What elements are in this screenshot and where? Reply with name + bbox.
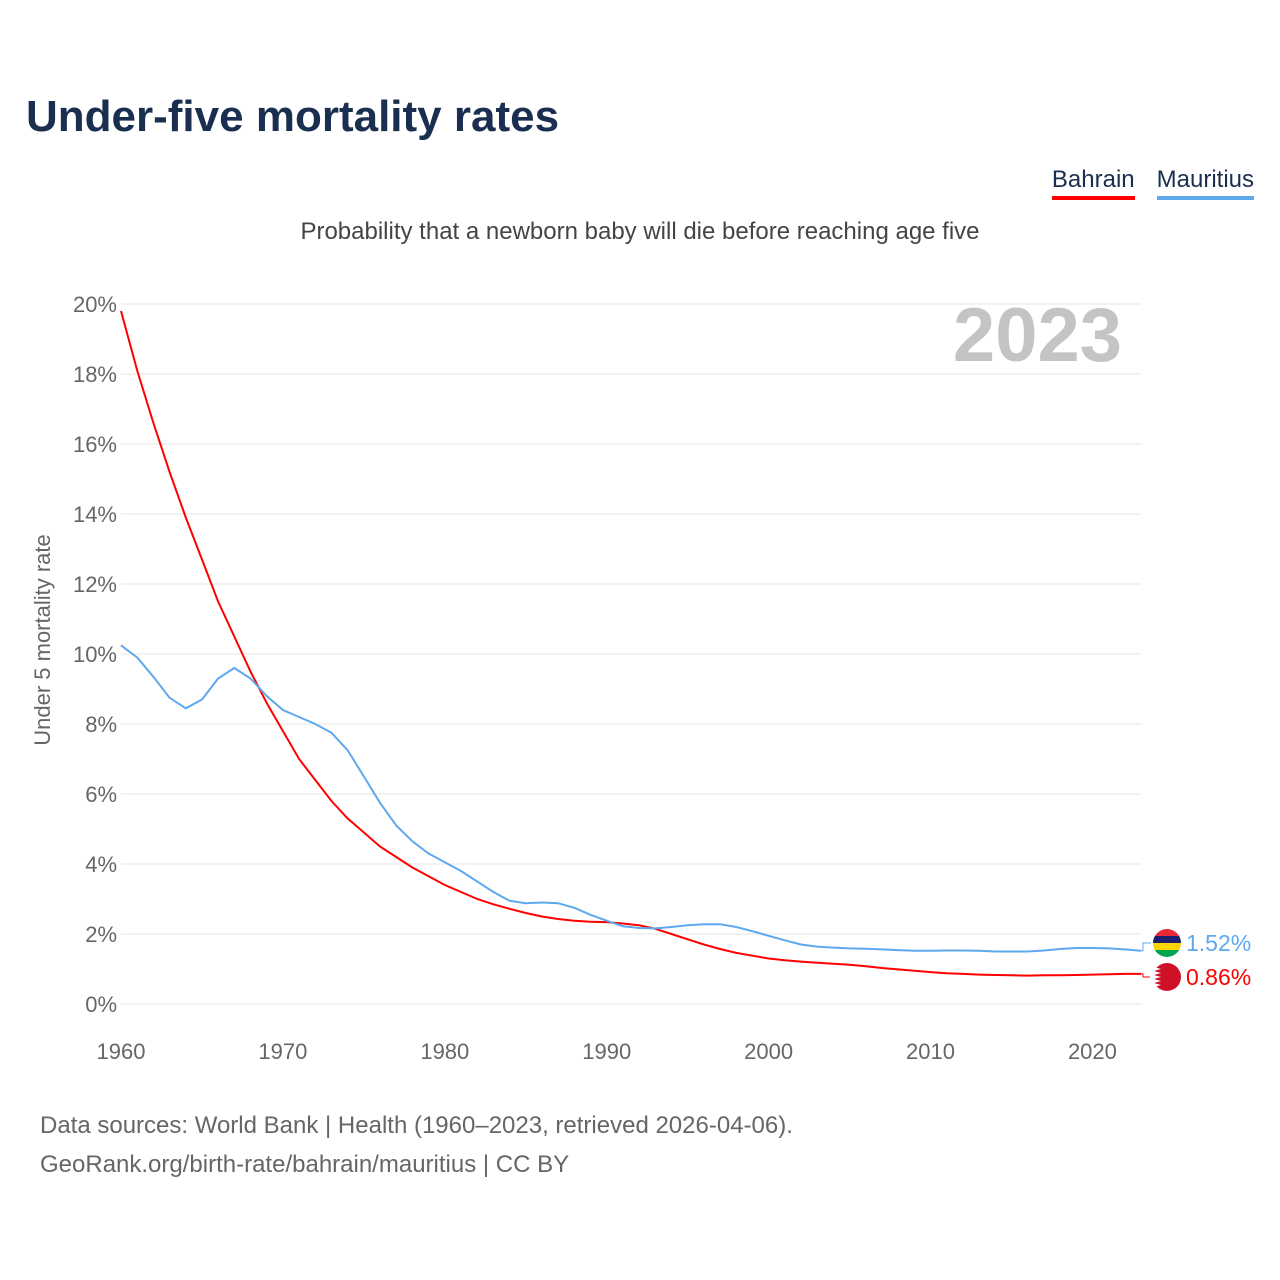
chart-title: Under-five mortality rates bbox=[26, 92, 560, 141]
footer: Data sources: World Bank | Health (1960–… bbox=[40, 1106, 793, 1184]
y-tick-label: 20% bbox=[73, 292, 117, 317]
end-value-label: 1.52% bbox=[1186, 930, 1251, 956]
flag-stripe bbox=[1153, 943, 1181, 950]
x-tick-label: 2010 bbox=[906, 1039, 955, 1064]
year-label: 2023 bbox=[953, 293, 1122, 378]
x-tick-label: 2000 bbox=[744, 1039, 793, 1064]
y-tick-label: 0% bbox=[85, 992, 117, 1017]
y-tick-label: 8% bbox=[85, 712, 117, 737]
flag-stripe bbox=[1153, 929, 1181, 936]
end-value-label: 0.86% bbox=[1186, 964, 1251, 990]
y-tick-label: 14% bbox=[73, 502, 117, 527]
y-tick-label: 12% bbox=[73, 572, 117, 597]
flag-stripe bbox=[1153, 936, 1181, 943]
flag-red bbox=[1153, 963, 1181, 991]
x-tick-label: 1990 bbox=[582, 1039, 631, 1064]
legend: Bahrain Mauritius bbox=[1051, 166, 1254, 200]
flag-white bbox=[1149, 967, 1161, 987]
bahrain-flag-icon bbox=[1149, 963, 1181, 991]
chart-subtitle: Probability that a newborn baby will die… bbox=[300, 218, 980, 245]
x-tick-label: 1970 bbox=[258, 1039, 307, 1064]
flag-stripe bbox=[1153, 950, 1181, 957]
y-tick-label: 16% bbox=[73, 432, 117, 457]
mauritius-flag-icon bbox=[1153, 929, 1181, 957]
connector-line bbox=[1141, 942, 1151, 952]
data-source: Data sources: World Bank | Health (1960–… bbox=[40, 1112, 793, 1139]
connector-line bbox=[1141, 973, 1151, 978]
legend-bahrain[interactable]: Bahrain bbox=[1051, 166, 1135, 200]
y-tick-label: 10% bbox=[73, 642, 117, 667]
y-tick-label: 4% bbox=[85, 852, 117, 877]
y-axis-label: Under 5 mortality rate bbox=[30, 534, 55, 746]
x-tick-label: 1960 bbox=[97, 1039, 146, 1064]
y-tick-label: 18% bbox=[73, 362, 117, 387]
y-tick-label: 2% bbox=[85, 922, 117, 947]
y-tick-label: 6% bbox=[85, 782, 117, 807]
source-link[interactable]: GeoRank.org/birth-rate/bahrain/mauritius… bbox=[40, 1151, 570, 1178]
x-tick-label: 2020 bbox=[1068, 1039, 1117, 1064]
x-tick-label: 1980 bbox=[420, 1039, 469, 1064]
legend-mauritius[interactable]: Mauritius bbox=[1156, 166, 1254, 200]
series-line-mauritius bbox=[120, 644, 1142, 953]
series-line-bahrain bbox=[120, 310, 1141, 977]
